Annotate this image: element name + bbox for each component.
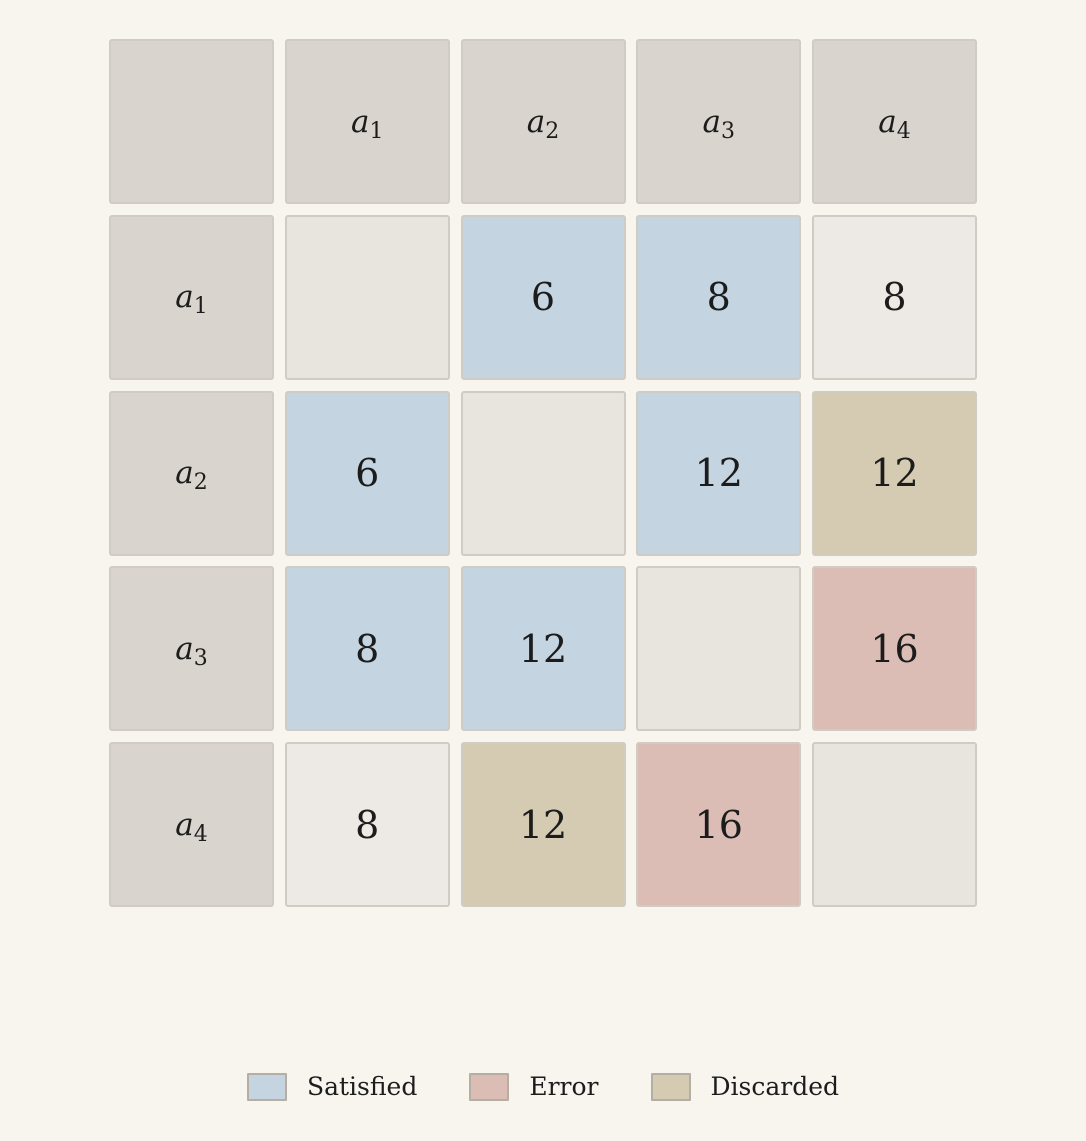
legend-label: Error (529, 1072, 599, 1101)
legend-label: Satisfied (306, 1072, 418, 1101)
matrix-cell-a2-a3: 12 (636, 390, 802, 556)
corner-cell (109, 39, 274, 204)
row-header-a3: a3 (109, 566, 274, 732)
matrix-cell-a3-a3 (636, 566, 802, 732)
matrix-cell-a2-a2 (460, 390, 626, 556)
cell-value: 12 (518, 802, 568, 847)
legend-item-satisfied: Satisfied (246, 1072, 418, 1101)
matrix-cell-a4-a3: 16 (636, 742, 802, 907)
legend-swatch-satisfied (246, 1072, 287, 1101)
cell-value: 16 (870, 626, 919, 671)
matrix-cell-a1-a2: 6 (460, 214, 626, 380)
column-header-label: a3 (702, 103, 735, 144)
row-header-label: a3 (175, 630, 208, 671)
cell-value: 8 (882, 275, 907, 320)
matrix-cell-a1-a3: 8 (636, 214, 802, 380)
matrix-cell-a1-a1 (284, 214, 450, 380)
matrix-cell-a4-a4 (812, 742, 977, 907)
matrix-cell-a2-a4: 12 (812, 390, 977, 556)
row-header-a2: a2 (109, 390, 274, 556)
row-header-a4: a4 (109, 742, 274, 907)
legend-swatch-error (469, 1072, 510, 1101)
cell-value: 6 (530, 275, 556, 320)
column-header-a1: a1 (284, 39, 450, 204)
cell-value: 8 (355, 802, 380, 847)
legend-item-error: Error (469, 1072, 599, 1101)
column-header-a3: a3 (636, 39, 802, 204)
column-header-label: a2 (526, 103, 560, 144)
cell-value: 12 (870, 451, 919, 495)
column-header-label: a4 (878, 103, 911, 144)
column-header-a4: a4 (812, 39, 977, 204)
cell-value: 16 (694, 802, 743, 847)
cell-value: 6 (355, 451, 380, 495)
row-header-label: a2 (175, 455, 208, 495)
row-header-a1: a1 (109, 214, 274, 380)
matrix-cell-a4-a2: 12 (460, 742, 626, 907)
row-header-label: a1 (175, 279, 208, 320)
cell-value: 8 (355, 626, 380, 671)
matrix-cell-a3-a2: 12 (460, 566, 626, 732)
matrix-cell-a2-a1: 6 (284, 390, 450, 556)
matrix-cell-a1-a4: 8 (812, 214, 977, 380)
legend-label: Discarded (710, 1072, 840, 1101)
matrix-cell-a3-a1: 8 (284, 566, 450, 732)
cell-value: 8 (706, 275, 731, 320)
cell-value: 12 (518, 626, 568, 671)
column-header-a2: a2 (460, 39, 626, 204)
legend-item-discarded: Discarded (650, 1072, 840, 1101)
matrix-cell-a4-a1: 8 (284, 742, 450, 907)
legend-swatch-discarded (650, 1072, 691, 1101)
row-header-label: a4 (175, 806, 208, 847)
cell-value: 12 (694, 451, 743, 495)
matrix-cell-a3-a4: 16 (812, 566, 977, 732)
column-header-label: a1 (351, 103, 384, 144)
legend: Satisfied Error Discarded (0, 1072, 1086, 1101)
distance-matrix-grid: a1 a2 a3 a4 a1 6 8 8 a2 6 12 12 a3 8 12 … (109, 39, 977, 907)
